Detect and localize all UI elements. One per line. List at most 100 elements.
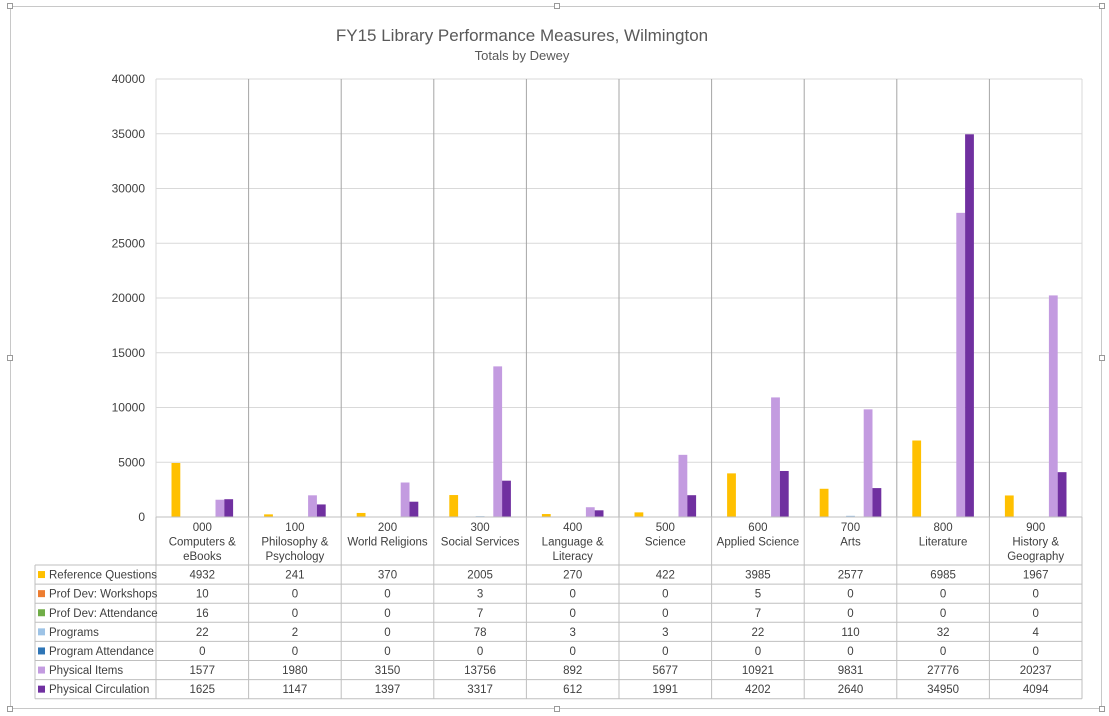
data-label: 3 [569, 627, 575, 639]
data-label: 0 [569, 646, 575, 658]
category-label: Science [645, 537, 686, 549]
data-label: 22 [752, 627, 765, 639]
category-label: Applied Science [717, 537, 799, 549]
bar-reference-questions[interactable] [1004, 495, 1014, 517]
bar-physical-circulation[interactable] [687, 495, 697, 517]
data-label: 22 [196, 627, 209, 639]
data-label: 3 [477, 589, 483, 601]
category-label: Philosophy & [261, 537, 328, 549]
series-label: Physical Items [49, 665, 123, 677]
legend-key [38, 628, 45, 636]
bar-physical-items[interactable] [585, 507, 595, 517]
bar-physical-circulation[interactable] [316, 504, 326, 517]
series-label: Prof Dev: Workshops [49, 589, 158, 601]
data-label: 0 [384, 608, 390, 620]
data-label: 3150 [375, 665, 401, 677]
y-tick-label: 30000 [112, 182, 146, 196]
category-label: Computers & [169, 537, 236, 549]
data-label: 27776 [927, 665, 959, 677]
series-label: Prof Dev: Attendance [49, 608, 158, 620]
chart-subtitle: Totals by Dewey [475, 48, 570, 63]
category-label: Psychology [265, 551, 324, 563]
data-label: 0 [940, 646, 946, 658]
data-label: 2577 [838, 570, 864, 582]
resize-handle-top-left[interactable] [7, 3, 13, 9]
bar-reference-questions[interactable] [449, 495, 459, 517]
bar-physical-items[interactable] [863, 409, 873, 517]
legend-key [38, 590, 45, 598]
data-label: 0 [292, 589, 298, 601]
bar-reference-questions[interactable] [264, 514, 273, 517]
bar-reference-questions[interactable] [727, 473, 736, 517]
series-label: Programs [49, 627, 99, 639]
chart-area[interactable] [7, 3, 1105, 712]
resize-handle-bottom[interactable] [554, 706, 560, 712]
data-label: 32 [937, 627, 950, 639]
bar-physical-items[interactable] [400, 482, 410, 517]
data-label: 422 [656, 570, 675, 582]
data-label: 0 [847, 608, 853, 620]
data-label: 0 [384, 646, 390, 658]
data-label: 0 [384, 627, 390, 639]
resize-handle-right[interactable] [1099, 355, 1105, 361]
chart-title: FY15 Library Performance Measures, Wilmi… [336, 26, 708, 45]
data-label: 1147 [283, 684, 308, 696]
resize-handle-top[interactable] [554, 3, 560, 9]
data-label: 3317 [467, 684, 493, 696]
bar-physical-circulation[interactable] [965, 134, 974, 518]
bar-physical-circulation[interactable] [409, 501, 419, 517]
category-label: 500 [656, 522, 675, 534]
bar-programs[interactable] [846, 515, 855, 517]
data-label: 0 [847, 589, 853, 601]
y-tick-label: 20000 [112, 291, 146, 305]
bar-physical-items[interactable] [308, 495, 317, 517]
data-label: 3985 [745, 570, 771, 582]
bar-physical-items[interactable] [1048, 295, 1058, 517]
category-label: Language & [542, 537, 604, 549]
category-label: Geography [1007, 551, 1064, 563]
resize-handle-top-right[interactable] [1099, 3, 1105, 9]
data-label: 4 [1032, 627, 1039, 639]
data-label: 5 [755, 589, 761, 601]
category-label: 000 [193, 522, 212, 534]
bar-physical-circulation[interactable] [1057, 472, 1067, 517]
data-label: 1991 [653, 684, 679, 696]
resize-handle-bottom-left[interactable] [7, 706, 13, 712]
series-label: Physical Circulation [49, 684, 149, 696]
bar-reference-questions[interactable] [634, 512, 644, 517]
resize-handle-left[interactable] [7, 355, 13, 361]
category-label: 900 [1026, 522, 1045, 534]
category-label: World Religions [347, 537, 428, 549]
data-label: 0 [940, 589, 946, 601]
data-label: 1577 [190, 665, 216, 677]
data-label: 13756 [464, 665, 496, 677]
data-label: 241 [285, 570, 304, 582]
bar-reference-questions[interactable] [171, 462, 181, 517]
bar-reference-questions[interactable] [912, 440, 922, 517]
legend-key [38, 685, 45, 693]
y-tick-label: 0 [138, 510, 145, 524]
bar-physical-circulation[interactable] [779, 470, 789, 517]
bar-physical-circulation[interactable] [502, 480, 511, 517]
bar-physical-circulation[interactable] [594, 510, 604, 517]
legend-key [38, 647, 45, 655]
data-label: 0 [384, 589, 390, 601]
data-label: 0 [569, 608, 575, 620]
bar-physical-items[interactable] [493, 366, 503, 517]
bar-physical-circulation[interactable] [872, 488, 882, 517]
resize-handle-bottom-right[interactable] [1099, 706, 1105, 712]
bar-reference-questions[interactable] [819, 488, 829, 517]
data-label: 0 [662, 608, 668, 620]
bar-reference-questions[interactable] [541, 514, 551, 517]
data-label: 2 [292, 627, 298, 639]
bar-physical-items[interactable] [956, 212, 966, 518]
bar-physical-circulation[interactable] [224, 499, 234, 517]
bar-physical-items[interactable] [771, 397, 780, 517]
bar-reference-questions[interactable] [356, 512, 366, 517]
bar-physical-items[interactable] [678, 454, 688, 517]
bar-physical-items[interactable] [215, 499, 225, 517]
category-label: 600 [748, 522, 767, 534]
category-label: 200 [378, 522, 397, 534]
y-tick-label: 25000 [112, 236, 146, 250]
data-label: 9831 [838, 665, 864, 677]
